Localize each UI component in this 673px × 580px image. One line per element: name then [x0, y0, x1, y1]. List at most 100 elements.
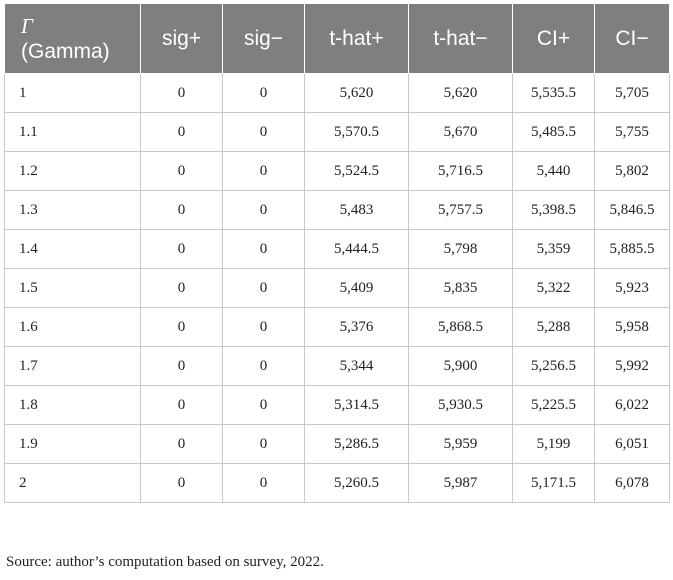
table-row: 1.7 0 0 5,344 5,900 5,256.5 5,992	[4, 346, 670, 386]
sig-minus-cell: 0	[222, 463, 305, 503]
t-hat-minus-cell: 5,868.5	[408, 307, 513, 347]
ci-minus-cell: 5,885.5	[594, 229, 670, 269]
gamma-cell: 1	[4, 73, 141, 113]
sig-minus-cell: 0	[222, 229, 305, 269]
ci-plus-cell: 5,359	[512, 229, 595, 269]
gamma-cell: 1.2	[4, 151, 141, 191]
ci-minus-cell: 6,022	[594, 385, 670, 425]
gamma-cell: 2	[4, 463, 141, 503]
ci-minus-cell: 5,958	[594, 307, 670, 347]
sig-plus-cell: 0	[140, 385, 223, 425]
header-t-hat-plus: t-hat+	[304, 3, 409, 74]
ci-minus-cell: 5,705	[594, 73, 670, 113]
gamma-cell: 1.9	[4, 424, 141, 464]
t-hat-plus-cell: 5,409	[304, 268, 409, 308]
t-hat-plus-cell: 5,620	[304, 73, 409, 113]
table-row: 1.3 0 0 5,483 5,757.5 5,398.5 5,846.5	[4, 190, 670, 230]
gamma-symbol: Γ	[21, 13, 33, 38]
table-row: 1.5 0 0 5,409 5,835 5,322 5,923	[4, 268, 670, 308]
gamma-cell: 1.3	[4, 190, 141, 230]
sig-plus-cell: 0	[140, 463, 223, 503]
header-sig-plus: sig+	[140, 3, 223, 74]
header-sig-minus: sig−	[222, 3, 305, 74]
header-gamma: Γ (Gamma)	[4, 3, 141, 74]
sig-minus-cell: 0	[222, 190, 305, 230]
table-body: 1 0 0 5,620 5,620 5,535.5 5,705 1.1 0 0 5,570.5 5,6…	[4, 73, 670, 503]
ci-plus-cell: 5,256.5	[512, 346, 595, 386]
table-row: 1.2 0 0 5,524.5 5,716.5 5,440 5,802	[4, 151, 670, 191]
table-row: 1.6 0 0 5,376 5,868.5 5,288 5,958	[4, 307, 670, 347]
gamma-label: (Gamma)	[21, 39, 110, 63]
table-row: 1 0 0 5,620 5,620 5,535.5 5,705	[4, 73, 670, 113]
ci-minus-cell: 5,755	[594, 112, 670, 152]
sig-minus-cell: 0	[222, 307, 305, 347]
t-hat-plus-cell: 5,344	[304, 346, 409, 386]
gamma-cell: 1.7	[4, 346, 141, 386]
ci-minus-cell: 5,846.5	[594, 190, 670, 230]
gamma-cell: 1.8	[4, 385, 141, 425]
header-ci-minus: CI−	[594, 3, 670, 74]
t-hat-minus-cell: 5,900	[408, 346, 513, 386]
sig-plus-cell: 0	[140, 151, 223, 191]
t-hat-minus-cell: 5,987	[408, 463, 513, 503]
sensitivity-table: Γ (Gamma) sig+ sig− t-hat+ t-hat− CI+ CI−…	[4, 3, 670, 503]
sig-plus-cell: 0	[140, 73, 223, 113]
sig-plus-cell: 0	[140, 346, 223, 386]
sig-plus-cell: 0	[140, 268, 223, 308]
sig-minus-cell: 0	[222, 424, 305, 464]
table-row: 1.1 0 0 5,570.5 5,670 5,485.5 5,755	[4, 112, 670, 152]
ci-plus-cell: 5,288	[512, 307, 595, 347]
ci-minus-cell: 5,992	[594, 346, 670, 386]
ci-plus-cell: 5,171.5	[512, 463, 595, 503]
sig-minus-cell: 0	[222, 268, 305, 308]
t-hat-minus-cell: 5,757.5	[408, 190, 513, 230]
gamma-cell: 1.1	[4, 112, 141, 152]
gamma-cell: 1.5	[4, 268, 141, 308]
sig-minus-cell: 0	[222, 112, 305, 152]
sig-plus-cell: 0	[140, 190, 223, 230]
ci-minus-cell: 6,078	[594, 463, 670, 503]
ci-minus-cell: 6,051	[594, 424, 670, 464]
source-note: Source: author’s computation based on su…	[6, 554, 324, 570]
ci-plus-cell: 5,398.5	[512, 190, 595, 230]
ci-plus-cell: 5,485.5	[512, 112, 595, 152]
ci-plus-cell: 5,440	[512, 151, 595, 191]
t-hat-plus-cell: 5,570.5	[304, 112, 409, 152]
t-hat-minus-cell: 5,670	[408, 112, 513, 152]
table-header-row: Γ (Gamma) sig+ sig− t-hat+ t-hat− CI+ CI−	[4, 3, 670, 74]
t-hat-minus-cell: 5,716.5	[408, 151, 513, 191]
t-hat-plus-cell: 5,483	[304, 190, 409, 230]
table-row: 1.4 0 0 5,444.5 5,798 5,359 5,885.5	[4, 229, 670, 269]
table-row: 2 0 0 5,260.5 5,987 5,171.5 6,078	[4, 463, 670, 503]
sig-minus-cell: 0	[222, 73, 305, 113]
ci-minus-cell: 5,802	[594, 151, 670, 191]
ci-plus-cell: 5,225.5	[512, 385, 595, 425]
sig-minus-cell: 0	[222, 385, 305, 425]
sig-minus-cell: 0	[222, 151, 305, 191]
ci-plus-cell: 5,322	[512, 268, 595, 308]
t-hat-plus-cell: 5,314.5	[304, 385, 409, 425]
t-hat-minus-cell: 5,620	[408, 73, 513, 113]
gamma-cell: 1.6	[4, 307, 141, 347]
t-hat-minus-cell: 5,930.5	[408, 385, 513, 425]
table-row: 1.8 0 0 5,314.5 5,930.5 5,225.5 6,022	[4, 385, 670, 425]
table-row: 1.9 0 0 5,286.5 5,959 5,199 6,051	[4, 424, 670, 464]
ci-plus-cell: 5,199	[512, 424, 595, 464]
t-hat-plus-cell: 5,376	[304, 307, 409, 347]
header-t-hat-minus: t-hat−	[408, 3, 513, 74]
sig-plus-cell: 0	[140, 229, 223, 269]
sig-plus-cell: 0	[140, 424, 223, 464]
header-ci-plus: CI+	[512, 3, 595, 74]
t-hat-plus-cell: 5,286.5	[304, 424, 409, 464]
t-hat-minus-cell: 5,959	[408, 424, 513, 464]
t-hat-minus-cell: 5,835	[408, 268, 513, 308]
t-hat-plus-cell: 5,260.5	[304, 463, 409, 503]
t-hat-plus-cell: 5,444.5	[304, 229, 409, 269]
ci-plus-cell: 5,535.5	[512, 73, 595, 113]
ci-minus-cell: 5,923	[594, 268, 670, 308]
sig-minus-cell: 0	[222, 346, 305, 386]
sig-plus-cell: 0	[140, 112, 223, 152]
t-hat-minus-cell: 5,798	[408, 229, 513, 269]
t-hat-plus-cell: 5,524.5	[304, 151, 409, 191]
gamma-cell: 1.4	[4, 229, 141, 269]
